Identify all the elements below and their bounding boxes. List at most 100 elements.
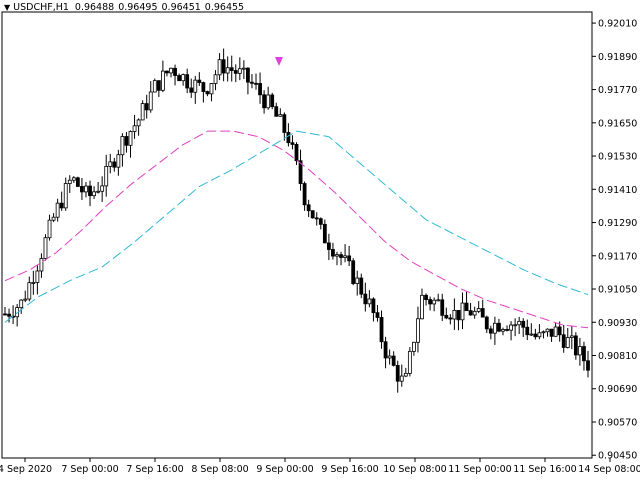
candle-body <box>258 83 262 96</box>
candle-body <box>156 80 161 91</box>
candle-body <box>128 131 133 146</box>
candle-body <box>331 249 335 257</box>
candle-body <box>379 317 384 343</box>
time-axis-label: 11 Sep 00:00 <box>448 464 511 475</box>
signal-arrow-icon <box>275 57 283 67</box>
candle-body <box>468 310 473 316</box>
candle-body <box>505 329 509 331</box>
candle-body <box>51 216 56 221</box>
candle-body <box>440 299 445 316</box>
candle-body <box>537 332 542 338</box>
candle-body <box>31 282 36 284</box>
candle-body <box>217 59 222 76</box>
candle-body <box>55 202 60 218</box>
candle-body <box>557 326 562 336</box>
candle-body <box>484 316 489 330</box>
candle-body <box>375 312 380 318</box>
time-axis-label: 11 Sep 16:00 <box>513 464 576 475</box>
candle-body <box>448 317 453 320</box>
candle-body <box>541 331 546 334</box>
candle-body <box>298 160 303 184</box>
candle-body <box>241 67 246 70</box>
price-axis-label: 0.91410 <box>598 185 637 196</box>
candle-body <box>476 308 481 312</box>
time-axis-label: 7 Sep 00:00 <box>61 464 118 475</box>
time-axis-label: 4 Sep 2020 <box>0 464 52 475</box>
price-axis-label: 0.91890 <box>598 52 637 63</box>
ohlc-high: 0.96495 <box>118 2 158 13</box>
candle-body <box>144 103 149 111</box>
candle-body <box>282 114 287 133</box>
candle-body <box>233 70 238 74</box>
candle-body <box>407 350 412 374</box>
candle-body <box>561 334 566 348</box>
candle-body <box>67 179 72 184</box>
candle-body <box>59 202 64 209</box>
candle-body <box>371 298 376 314</box>
candle-body <box>432 299 437 305</box>
candle-body <box>181 74 186 82</box>
candle-body <box>246 67 250 83</box>
candle-body <box>221 59 226 74</box>
candle-body <box>205 91 210 95</box>
candle-body <box>274 106 279 117</box>
candle-body <box>237 68 242 74</box>
candle-body <box>314 217 319 220</box>
candle-body <box>578 346 582 356</box>
candle-body <box>343 255 347 258</box>
candle-body <box>39 258 44 272</box>
candle-body <box>582 346 586 362</box>
candle-body <box>19 299 24 308</box>
candle-body <box>197 79 202 83</box>
time-axis-label: 8 Sep 08:00 <box>191 464 248 475</box>
candle-body <box>63 183 68 209</box>
time-axis-label: 14 Sep 08:00 <box>578 464 640 475</box>
chart-header: ▼ USDCHF,H1 0.96488 0.96495 0.96451 0.96455 <box>4 2 248 13</box>
candle-body <box>148 91 153 111</box>
price-axis-label: 0.90570 <box>598 417 637 428</box>
candle-body <box>80 186 84 193</box>
candle-body <box>84 185 88 193</box>
candle-body <box>339 254 343 258</box>
candle-body <box>250 81 254 84</box>
candle-body <box>302 183 307 206</box>
candle-body <box>509 324 513 331</box>
candle-body <box>569 335 574 338</box>
candle-body <box>75 177 80 187</box>
candle-body <box>254 82 258 85</box>
candle-body <box>185 74 190 89</box>
symbol-timeframe: USDCHF,H1 <box>13 2 69 13</box>
price-axis-label: 0.91050 <box>598 285 637 296</box>
price-axis-label: 0.91530 <box>598 152 637 163</box>
price-axis-label: 0.92010 <box>598 19 637 30</box>
candle-body <box>521 320 526 328</box>
price-axis-label: 0.90930 <box>598 318 637 329</box>
candle-body <box>27 282 32 300</box>
ohlc-low: 0.96451 <box>161 2 201 13</box>
candle-body <box>387 355 392 359</box>
candle-body <box>488 328 493 334</box>
candle-body <box>480 308 485 318</box>
candle-body <box>517 320 522 326</box>
candle-body <box>108 161 113 167</box>
candle-body <box>553 326 558 337</box>
candle-body <box>189 87 194 93</box>
candle-body <box>152 80 157 93</box>
candle-body <box>88 185 92 197</box>
candle-body <box>424 294 428 300</box>
price-axis-label: 0.90810 <box>598 351 637 362</box>
fast-ma-line <box>4 130 589 329</box>
candle-body <box>225 67 230 74</box>
candle-body <box>452 310 457 320</box>
candle-body <box>355 277 360 284</box>
candle-body <box>472 310 477 316</box>
candle-body <box>545 328 550 333</box>
plot-frame <box>1 11 593 459</box>
candle-body <box>412 341 416 352</box>
dropdown-triangle-icon[interactable]: ▼ <box>4 3 11 12</box>
candle-body <box>456 310 461 321</box>
candle-body <box>209 83 214 95</box>
candle-body <box>322 223 327 244</box>
